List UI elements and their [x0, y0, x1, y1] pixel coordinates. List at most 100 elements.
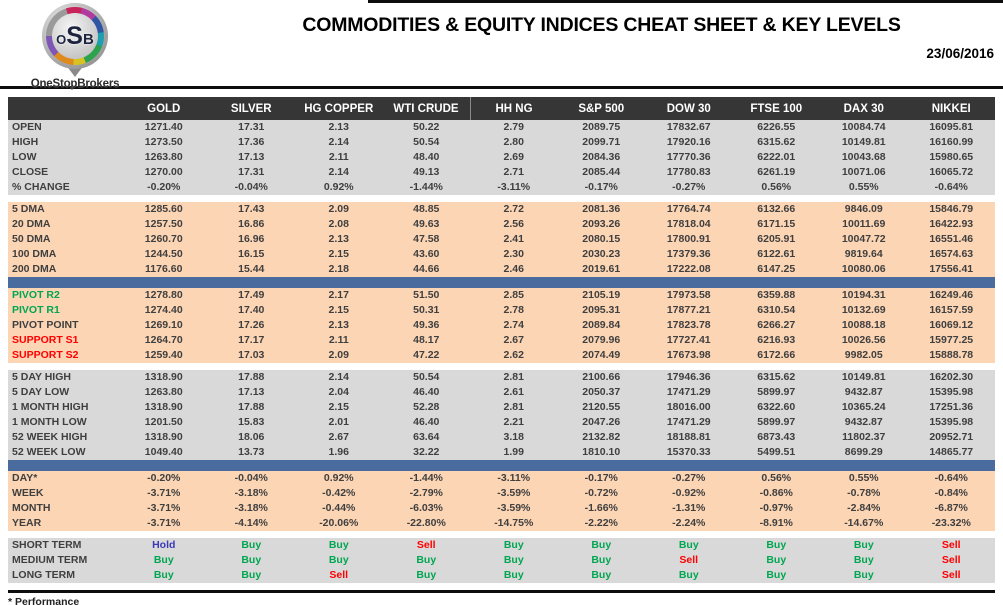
logo-brand-name: OneStopBrokers — [30, 78, 120, 90]
row-label: 5 DAY LOW — [8, 385, 120, 400]
cell: 6315.62 — [732, 135, 820, 150]
cell: 10084.74 — [820, 120, 908, 135]
cell: 9432.87 — [820, 385, 908, 400]
cell: 17946.36 — [645, 370, 733, 385]
cell: 2019.61 — [557, 262, 645, 277]
cell: Buy — [207, 568, 295, 583]
row-label: WEEK — [8, 486, 120, 501]
cell: 16160.99 — [907, 135, 995, 150]
cell: 17877.21 — [645, 303, 733, 318]
cell: -3.71% — [120, 486, 208, 501]
table-row-1-month-low: 1 MONTH LOW 1201.50 15.83 2.01 46.40 2.21 2047… — [8, 415, 995, 430]
cell: 2.79 — [470, 120, 558, 135]
row-label: OPEN — [8, 120, 120, 135]
cell: 2.04 — [295, 385, 383, 400]
cell: 2.15 — [295, 247, 383, 262]
cell: 17.49 — [207, 288, 295, 303]
table-row-high: HIGH 1273.50 17.36 2.14 50.54 2.80 2099.71 1792… — [8, 135, 995, 150]
cell: 1269.10 — [120, 318, 208, 333]
cell: Buy — [382, 553, 470, 568]
cell: 1263.80 — [120, 385, 208, 400]
cell: 17.36 — [207, 135, 295, 150]
table-row-pivot-point: PIVOT POINT 1269.10 17.26 2.13 49.36 2.74 2089… — [8, 318, 995, 333]
row-label: SUPPORT S1 — [8, 333, 120, 348]
cell: 44.66 — [382, 262, 470, 277]
cell: 17.03 — [207, 348, 295, 363]
cell: -1.66% — [557, 501, 645, 516]
cell: 48.40 — [382, 150, 470, 165]
cell: 6222.01 — [732, 150, 820, 165]
cell: Buy — [732, 538, 820, 553]
cell: 13.73 — [207, 445, 295, 460]
row-label: MEDIUM TERM — [8, 553, 120, 568]
table-row-200-dma: 200 DMA 1176.60 15.44 2.18 44.66 2.46 2019.61 1… — [8, 262, 995, 277]
row-label: 5 DAY HIGH — [8, 370, 120, 385]
cell: 6310.54 — [732, 303, 820, 318]
row-label: PIVOT R2 — [8, 288, 120, 303]
cell: 17920.16 — [645, 135, 733, 150]
cell: 2.09 — [295, 202, 383, 217]
cell: 46.40 — [382, 385, 470, 400]
cell: 51.50 — [382, 288, 470, 303]
cell: 2.61 — [470, 385, 558, 400]
cell: Buy — [557, 538, 645, 553]
table-row-pivot-r1: PIVOT R1 1274.40 17.40 2.15 50.31 2.78 2095.31… — [8, 303, 995, 318]
cell: Buy — [120, 568, 208, 583]
cell: 0.56% — [732, 471, 820, 486]
cell: -0.72% — [557, 486, 645, 501]
cell: Buy — [470, 553, 558, 568]
row-label: 1 MONTH LOW — [8, 415, 120, 430]
cell: 2074.49 — [557, 348, 645, 363]
cell: 17800.91 — [645, 232, 733, 247]
cell: 0.92% — [295, 471, 383, 486]
row-label: CLOSE — [8, 165, 120, 180]
cell: 50.54 — [382, 135, 470, 150]
row-label: DAY* — [8, 471, 120, 486]
cell: 2.80 — [470, 135, 558, 150]
corner-cell — [8, 97, 120, 120]
cell: 2047.26 — [557, 415, 645, 430]
cell: Buy — [557, 568, 645, 583]
cell: 2.72 — [470, 202, 558, 217]
table-row-support-s2: SUPPORT S2 1259.40 17.03 2.09 47.22 2.62 2074.… — [8, 348, 995, 363]
cell: 2.15 — [295, 303, 383, 318]
cell: 1270.00 — [120, 165, 208, 180]
section-divider-bar — [8, 277, 995, 288]
table-row-change: % CHANGE -0.20% -0.04% 0.92% -1.44% -3.11% -0.… — [8, 180, 995, 195]
column-header-s-p-500: S&P 500 — [557, 97, 645, 120]
cell: Buy — [820, 553, 908, 568]
cell: Buy — [382, 568, 470, 583]
footnote: * Performance — [8, 596, 80, 605]
cell: 2.81 — [470, 370, 558, 385]
header-row: GOLD SILVER HG COPPER WTI CRUDE HH NG S&P 500… — [8, 97, 995, 120]
row-label: PIVOT POINT — [8, 318, 120, 333]
section-gap — [8, 195, 995, 202]
cell: 2.08 — [295, 217, 383, 232]
column-header-wti-crude: WTI CRUDE — [382, 97, 470, 120]
logo-pin-icon: OSB — [42, 3, 108, 77]
cell: 32.22 — [382, 445, 470, 460]
cell: 10132.69 — [820, 303, 908, 318]
cell: 15888.78 — [907, 348, 995, 363]
cell: 16069.12 — [907, 318, 995, 333]
cell: 50.54 — [382, 370, 470, 385]
cell: 2.11 — [295, 333, 383, 348]
cell: 15980.65 — [907, 150, 995, 165]
cell: -22.80% — [382, 516, 470, 531]
column-header-ftse-100: FTSE 100 — [732, 97, 820, 120]
table-row-5-day-high: 5 DAY HIGH 1318.90 17.88 2.14 50.54 2.81 2100.… — [8, 370, 995, 385]
cell: 17471.29 — [645, 385, 733, 400]
cell: Sell — [907, 553, 995, 568]
cell: 18188.81 — [645, 430, 733, 445]
cell: 1257.50 — [120, 217, 208, 232]
cell: 2085.44 — [557, 165, 645, 180]
cell: 2.81 — [470, 400, 558, 415]
cell: -0.17% — [557, 180, 645, 195]
cell: 16.86 — [207, 217, 295, 232]
cell: 16422.93 — [907, 217, 995, 232]
logo-letters: OSB — [56, 21, 94, 50]
cell: 2.71 — [470, 165, 558, 180]
cell: -3.18% — [207, 501, 295, 516]
cell: 2.67 — [470, 333, 558, 348]
